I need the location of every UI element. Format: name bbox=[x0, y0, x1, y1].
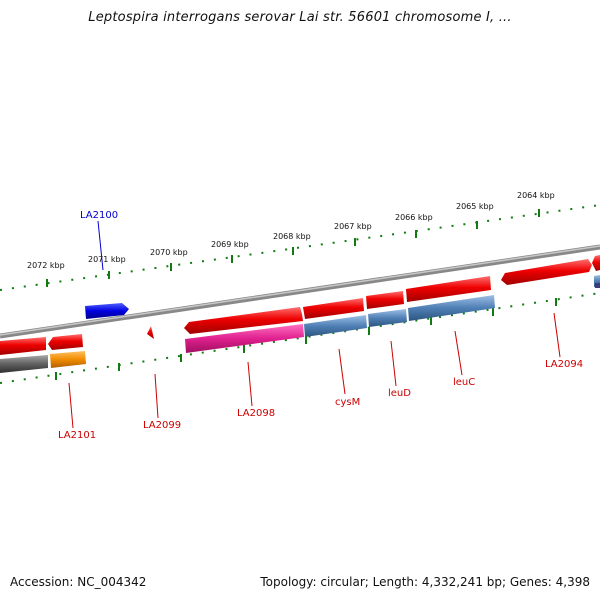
cds-feature[interactable] bbox=[366, 291, 404, 309]
leader-line bbox=[553, 312, 561, 358]
cds-feature[interactable] bbox=[406, 276, 491, 302]
gene-feature[interactable] bbox=[0, 355, 48, 373]
leader-line bbox=[454, 330, 463, 376]
leader-line bbox=[338, 348, 346, 395]
gene-feature[interactable] bbox=[368, 309, 407, 327]
gene-label-cysM[interactable]: cysM bbox=[335, 397, 360, 408]
scale-label: 2070 kbp bbox=[150, 248, 188, 257]
cds-feature[interactable] bbox=[48, 334, 83, 350]
cds-feature[interactable] bbox=[303, 298, 364, 319]
outer-major-ticks bbox=[46, 209, 540, 287]
scale-label: 2067 kbp bbox=[334, 222, 372, 231]
gene-label-leuC[interactable]: leuC bbox=[453, 377, 475, 388]
leader-line bbox=[68, 382, 74, 429]
cds-feature-small[interactable] bbox=[147, 326, 154, 339]
scale-label: 2065 kbp bbox=[456, 202, 494, 211]
scale-label: 2071 kbp bbox=[88, 255, 126, 264]
gene-label-LA2101[interactable]: LA2101 bbox=[58, 430, 96, 441]
topology-text: Topology: circular; Length: 4,332,241 bp… bbox=[260, 575, 590, 589]
backbone-highlight bbox=[0, 245, 600, 336]
scale-label: 2069 kbp bbox=[211, 240, 249, 249]
accession-text: Accession: NC_004342 bbox=[10, 575, 147, 589]
gene-label-leuD[interactable]: leuD bbox=[388, 388, 411, 399]
inner-scale-track bbox=[0, 292, 600, 384]
inner-major-ticks bbox=[55, 298, 557, 380]
gene-label-LA2100[interactable]: LA2100 bbox=[80, 210, 118, 221]
scale-label: 2072 kbp bbox=[27, 261, 65, 270]
gene-feature[interactable] bbox=[408, 295, 495, 321]
map-title: Leptospira interrogans serovar Lai str. … bbox=[88, 10, 512, 25]
scale-label: 2068 kbp bbox=[273, 232, 311, 241]
leader-line bbox=[247, 361, 253, 407]
scale-label: 2064 kbp bbox=[517, 191, 555, 200]
cds-feature-LA2100[interactable] bbox=[85, 303, 129, 319]
gene-feature[interactable] bbox=[595, 283, 600, 288]
leader-line bbox=[154, 373, 159, 419]
cds-feature[interactable] bbox=[184, 307, 303, 334]
cds-feature[interactable] bbox=[592, 255, 600, 271]
gene-label-LA2099[interactable]: LA2099 bbox=[143, 420, 181, 431]
cds-feature[interactable] bbox=[501, 259, 592, 285]
chromosome-backbone bbox=[0, 244, 600, 339]
gene-feature[interactable] bbox=[185, 324, 304, 353]
scale-label: 2066 kbp bbox=[395, 213, 433, 222]
leader-line bbox=[97, 220, 104, 271]
cds-feature[interactable] bbox=[0, 337, 46, 355]
gene-feature[interactable] bbox=[50, 351, 86, 368]
gene-label-LA2094[interactable]: LA2094 bbox=[545, 359, 583, 370]
leader-line bbox=[390, 340, 397, 387]
gene-label-LA2098[interactable]: LA2098 bbox=[237, 408, 275, 419]
outer-scale-track bbox=[0, 204, 600, 291]
gene-feature[interactable] bbox=[304, 315, 367, 337]
